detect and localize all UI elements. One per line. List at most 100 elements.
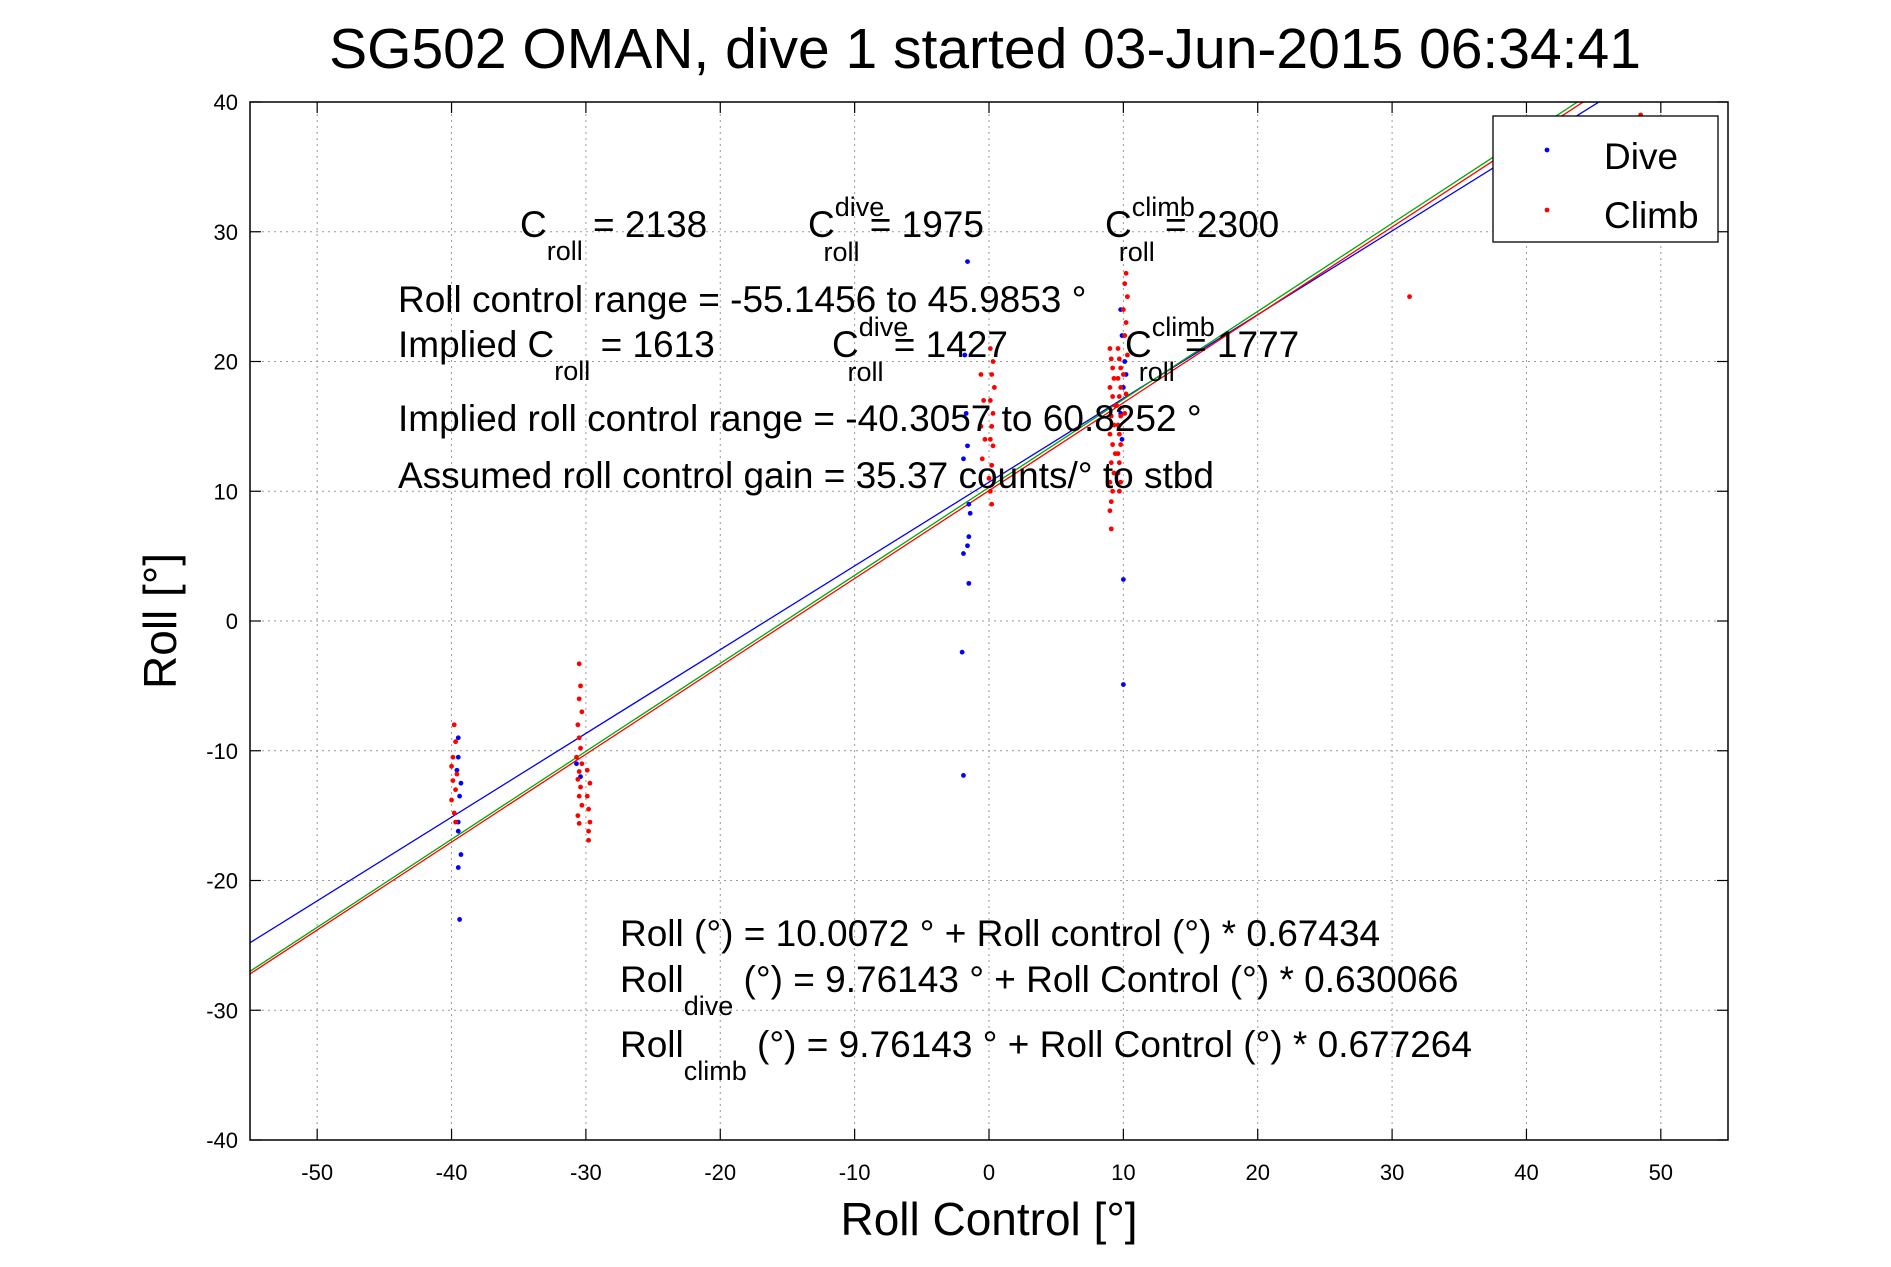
dive-point [966,501,972,507]
climb-point [1115,451,1121,457]
implied-roll-control-range-annotation: Implied roll control range = -40.3057 to… [398,398,1202,439]
dive-point [458,852,464,857]
climb-point [1123,270,1129,276]
climb-point [991,385,997,390]
legend: Dive Climb [1492,115,1719,243]
climb-point [981,398,987,403]
climb-point [1122,411,1128,416]
dive-point [967,510,973,516]
x-tick-label: -40 [436,1160,468,1185]
climb-point [1122,333,1128,338]
climb-point [451,810,457,816]
climb-point [576,696,582,702]
y-tick-label: -10 [206,739,238,764]
climb-point [1118,413,1124,419]
climb-point [587,780,593,786]
climb-point [574,754,579,760]
y-tick-label: -20 [206,869,238,894]
climb-point [1123,320,1129,325]
dive-point [966,534,972,540]
x-tick-label: -20 [704,1160,736,1185]
climb-point [1116,460,1122,466]
climb-point [1118,365,1124,371]
roll-climb-fit-equation: Rollclimb (°) = 9.76143 ° + Roll Control… [620,1024,1472,1086]
climb-point [449,763,454,769]
y-tick-label: -40 [206,1128,238,1153]
dive-point [457,793,463,799]
roll-fit-equation: Roll (°) = 10.0072 ° + Roll control (°) … [620,913,1380,954]
dive-point [454,767,460,773]
data-points [449,112,1644,922]
dive-point [965,259,970,264]
climb-point [1115,422,1121,428]
climb-point [579,802,585,808]
climb-point [576,661,582,667]
dive-point [1122,359,1128,364]
climb-point [1110,365,1116,371]
climb-point [1110,442,1116,447]
climb-point [1107,431,1113,437]
climb-point [987,346,993,351]
c-roll-dive-annotation: Cdive roll = 1975 [808,192,984,267]
dive-point [455,735,461,741]
climb-point [1111,375,1117,381]
implied-c-roll-annotation: Implied Croll = 1613 [398,324,715,386]
dive-point [961,773,966,778]
climb-point [1107,385,1113,390]
climb-point [1116,431,1122,437]
climb-point [1111,422,1117,428]
x-tick-label: 10 [1111,1160,1135,1185]
implied-c-roll-climb-annotation: Cclimb roll = 1777 [1125,312,1299,387]
climb-point [1108,499,1114,505]
climb-point [576,769,582,774]
climb-point [990,411,996,416]
axis-ticks: -50 -40 -30 -20 -10 0 10 20 30 40 50 40 30 20 10 0 -10 -2… [206,90,1728,1185]
y-tick-label: -30 [206,998,238,1023]
fit-line [250,102,1601,944]
climb-point [990,359,996,364]
climb-point [1108,460,1114,466]
climb-point [576,793,582,799]
climb-point [1107,508,1113,514]
climb-point [987,488,993,494]
climb-point [449,797,454,803]
legend-climb-marker [1544,207,1550,213]
x-tick-label: -10 [839,1160,871,1185]
climb-point [1111,470,1117,476]
legend-box [1492,115,1719,243]
dive-point [455,865,461,870]
climb-point [1118,385,1124,390]
climb-point [584,793,590,799]
climb-point [1115,346,1121,351]
dive-point [457,917,463,922]
climb-point [584,767,590,773]
climb-point [575,776,581,782]
climb-point [1124,352,1130,358]
y-tick-label: 20 [214,350,238,375]
legend-dive-marker [1544,147,1550,153]
climb-point [989,372,995,377]
climb-point [450,778,456,783]
climb-point [1107,479,1113,485]
y-tick-label: 10 [214,479,238,504]
climb-point [453,787,458,793]
climb-point [1115,375,1121,381]
climb-point [1116,394,1122,399]
x-tick-label: -50 [301,1160,333,1185]
climb-point [1114,403,1120,409]
dive-point [455,754,461,760]
x-tick-label: 40 [1514,1160,1538,1185]
dive-point [961,456,966,462]
climb-point [1124,294,1130,300]
climb-point [1120,372,1126,377]
climb-point [575,722,581,728]
implied-c-roll-dive-annotation: Cdive roll = 1427 [832,312,1008,387]
climb-point [586,806,591,812]
climb-point [1118,479,1124,485]
climb-point [990,443,996,449]
y-tick-label: 0 [226,609,238,634]
dive-point [1120,682,1126,687]
climb-point [578,784,583,790]
x-tick-label: 0 [983,1160,995,1185]
